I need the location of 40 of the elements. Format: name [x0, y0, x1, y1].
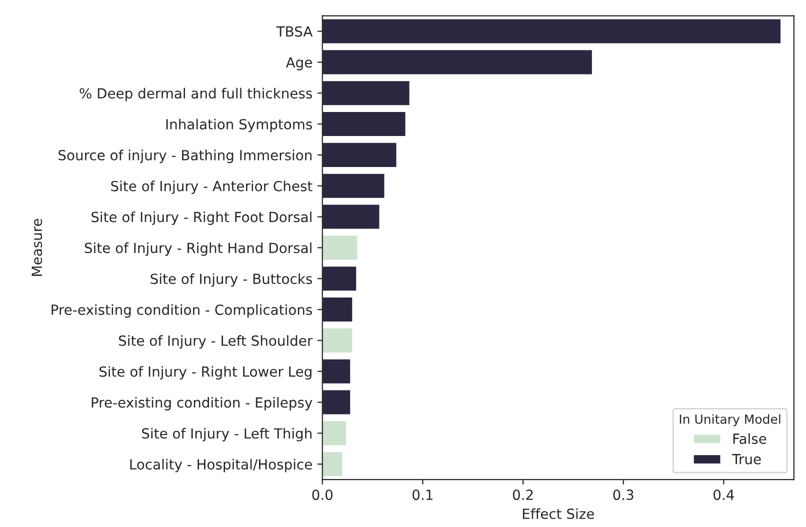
- bar: [322, 204, 380, 230]
- bar: [322, 80, 410, 106]
- x-tick-label: 0.3: [613, 490, 634, 500]
- bar: [322, 358, 351, 384]
- y-tick-label: Source of injury - Bathing Immersion: [58, 150, 312, 164]
- y-tick-label: Site of Injury - Left Thigh: [142, 428, 312, 442]
- x-tick-label: 0.4: [714, 490, 734, 500]
- x-tick-label: 0.2: [512, 490, 533, 500]
- bar: [322, 142, 397, 168]
- bar: [322, 49, 593, 75]
- y-tick-label: Locality - Hospital/Hospice: [130, 458, 312, 472]
- bar: [322, 266, 357, 292]
- bar: [322, 420, 347, 446]
- bar: [322, 234, 358, 260]
- y-tick-label: TBSA: [276, 26, 313, 37]
- y-tick-label: Site of Injury - Anterior Chest: [111, 180, 312, 194]
- x-axis-title: Effect Size: [522, 508, 594, 520]
- y-tick-label: Site of Injury - Left Shoulder: [118, 335, 313, 349]
- bar: [322, 390, 351, 415]
- y-tick-label: Site of Injury - Right Foot Dorsal: [92, 211, 312, 225]
- y-axis-title: Measure: [32, 218, 42, 276]
- bar: [322, 328, 353, 354]
- x-tick-label: 0.1: [412, 490, 432, 500]
- y-tick-label: Site of Injury - Right Hand Dorsal: [84, 242, 312, 256]
- legend-label: True: [732, 454, 761, 464]
- y-tick-label: Site of Injury - Buttocks: [150, 273, 312, 287]
- y-tick-label: Pre-existing condition - Complications: [52, 304, 312, 318]
- y-tick-label: Inhalation Symptoms: [166, 118, 312, 132]
- y-tick-label: Pre-existing condition - Epilepsy: [92, 397, 312, 410]
- y-tick-label: Age: [286, 57, 312, 70]
- x-tick-label: 0.0: [312, 490, 333, 500]
- bar: [322, 296, 353, 322]
- bar: [322, 18, 782, 44]
- legend-title: In Unitary Model: [680, 414, 780, 426]
- bar: [322, 451, 343, 477]
- bar: [322, 173, 385, 199]
- legend-label: False: [733, 433, 766, 444]
- y-tick-label: % Deep dermal and full thickness: [80, 88, 312, 102]
- y-tick-label: Site of Injury - Right Lower Leg: [100, 366, 312, 380]
- bar: [322, 111, 406, 137]
